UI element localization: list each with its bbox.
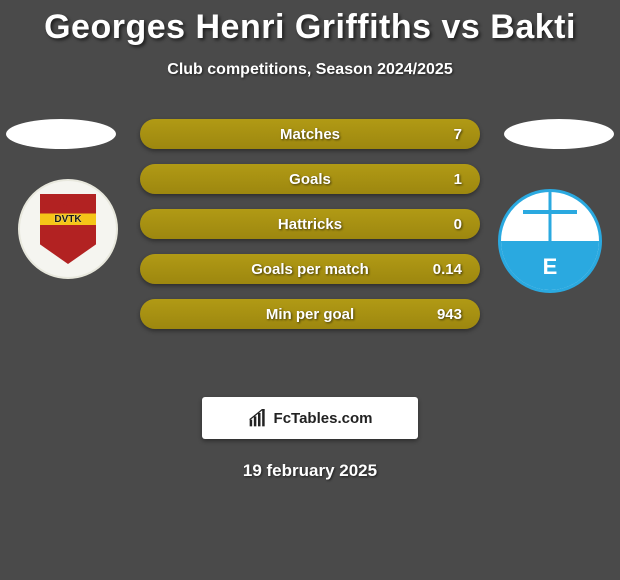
right-team-badge: E: [498, 189, 602, 293]
stat-value: 0: [454, 216, 462, 233]
stat-bar-gpm: Goals per match 0.14: [140, 254, 480, 284]
stat-label: Goals per match: [140, 261, 480, 278]
brand-box: FcTables.com: [202, 397, 418, 439]
stat-label: Matches: [140, 126, 480, 143]
stat-value: 7: [454, 126, 462, 143]
zte-t-icon: [523, 210, 578, 214]
stat-label: Goals: [140, 171, 480, 188]
stat-value: 1: [454, 171, 462, 188]
stat-label: Min per goal: [140, 306, 480, 323]
zte-text: E: [501, 254, 599, 280]
brand-text: FcTables.com: [274, 410, 373, 427]
stat-value: 943: [437, 306, 462, 323]
page-subtitle: Club competitions, Season 2024/2025: [0, 61, 620, 79]
date-text: 19 february 2025: [0, 461, 620, 481]
stat-bars: Matches 7 Goals 1 Hattricks 0 Goals per …: [140, 119, 480, 344]
bar-chart-icon: [248, 408, 268, 428]
left-team-badge: [18, 179, 118, 279]
page-title: Georges Henri Griffiths vs Bakti: [0, 0, 620, 47]
stat-bar-matches: Matches 7: [140, 119, 480, 149]
stat-label: Hattricks: [140, 216, 480, 233]
stat-bar-goals: Goals 1: [140, 164, 480, 194]
left-oval-decor: [6, 119, 116, 149]
dvtk-shield-icon: [40, 194, 96, 264]
stat-bar-hattricks: Hattricks 0: [140, 209, 480, 239]
stat-bar-mpg: Min per goal 943: [140, 299, 480, 329]
stat-value: 0.14: [433, 261, 462, 278]
right-oval-decor: [504, 119, 614, 149]
comparison-panel: E Matches 7 Goals 1 Hattricks 0 Goals pe…: [0, 119, 620, 379]
